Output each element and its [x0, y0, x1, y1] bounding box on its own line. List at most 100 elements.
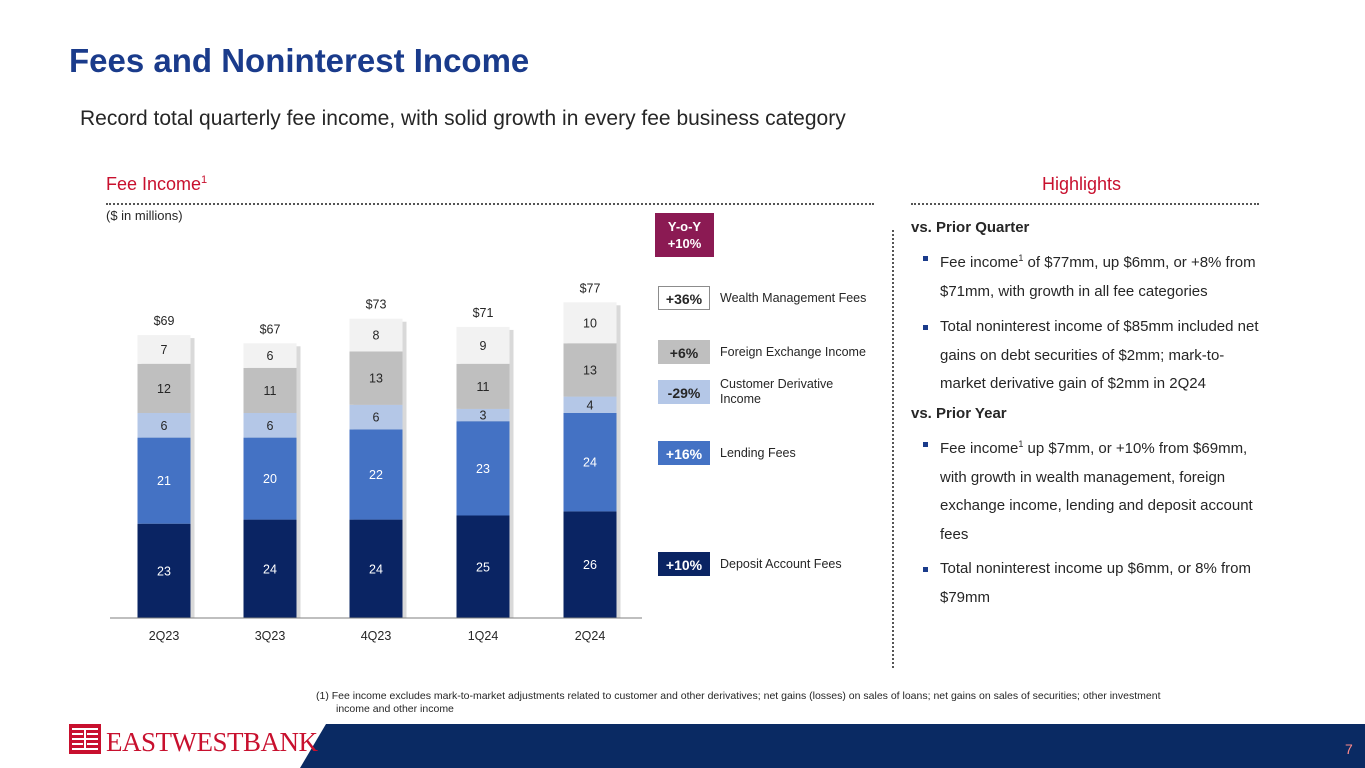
data-label: 7: [161, 343, 168, 357]
fee-income-header-sup: 1: [201, 174, 208, 186]
legend-label: Wealth Management Fees: [720, 291, 867, 305]
bar-segment-deposit-account-fees: [456, 515, 510, 618]
bullet-marker: [923, 256, 928, 261]
bank-logo-icon: [69, 724, 101, 754]
prior-quarter-bullet-2: Total noninterest income of $85mm includ…: [920, 313, 1265, 399]
data-label: 6: [267, 349, 274, 363]
bank-logo-text: EASTWESTBANK: [106, 727, 318, 757]
data-label: 25: [476, 560, 490, 574]
bullet-text: Total noninterest income up $6mm, or 8% …: [940, 560, 1251, 606]
bar-segment-wealth-management-fees: [456, 326, 510, 364]
growth-badge: +36%: [658, 286, 710, 310]
prior-year-heading: vs. Prior Year: [911, 405, 1007, 422]
prior-year-bullet-1: Fee income1 up $7mm, or +10% from $69mm,…: [920, 430, 1265, 549]
prior-quarter-bullet-1: Fee income1 of $77mm, up $6mm, or +8% fr…: [920, 244, 1265, 306]
legend-label: Lending Fees: [720, 446, 796, 460]
data-label: 8: [373, 329, 380, 343]
fee-income-chart: 23 21 6 12 7 $69 2Q23 24 20 6 11 6 $67 3Q23 24 22 6 13 8 $7…: [110, 281, 642, 643]
bar-segment-foreign-exchange-income: [349, 351, 403, 405]
page-number: 7: [1345, 741, 1353, 757]
growth-badge: +10%: [658, 552, 710, 576]
footer-band-notch: [300, 724, 326, 768]
data-label: 24: [369, 562, 383, 576]
x-tick-label: 3Q23: [255, 629, 286, 643]
data-label: 9: [480, 339, 487, 353]
bullet-text: Fee income: [940, 440, 1019, 457]
footnote-line-2: income and other income: [336, 703, 454, 715]
highlights-divider: [911, 203, 1259, 205]
bar-segment-customer-derivative-income: [349, 404, 403, 430]
fee-income-header: Fee Income1: [106, 174, 207, 195]
total-label: $67: [260, 322, 281, 336]
bar-segment-customer-derivative-income: [563, 396, 617, 413]
bar-segment-deposit-account-fees: [349, 519, 403, 618]
legend-label: Foreign Exchange Income: [720, 345, 866, 359]
data-label: 22: [369, 468, 383, 482]
x-tick-label: 2Q24: [575, 629, 606, 643]
bar-segment-wealth-management-fees: [243, 343, 297, 368]
data-label: 6: [373, 411, 380, 425]
growth-badge: +6%: [658, 340, 710, 364]
bar-segment-foreign-exchange-income: [563, 343, 617, 397]
prior-year-bullet-2: Total noninterest income up $6mm, or 8% …: [920, 555, 1265, 612]
growth-badge: -29%: [658, 380, 710, 404]
footnote-line-1: (1) Fee income excludes mark-to-market a…: [316, 690, 1161, 702]
x-tick-label: 4Q23: [361, 629, 392, 643]
bullet-sup: 1: [1018, 439, 1024, 449]
bullet-sup: 1: [1018, 253, 1024, 263]
yoy-box: Y-o-Y +10%: [655, 213, 714, 257]
bar-segment-customer-derivative-income: [137, 413, 191, 438]
bar-segment-customer-derivative-income: [243, 413, 297, 438]
total-label: $73: [366, 298, 387, 312]
bar-segment-foreign-exchange-income: [137, 363, 191, 413]
page-title: Fees and Noninterest Income: [69, 42, 530, 79]
bullet-marker: [923, 442, 928, 447]
data-label: 13: [583, 363, 597, 377]
data-label: 10: [583, 316, 597, 330]
data-label: 3: [480, 409, 487, 423]
data-label: 26: [583, 558, 597, 572]
data-label: 6: [161, 419, 168, 433]
prior-quarter-heading: vs. Prior Quarter: [911, 219, 1030, 236]
bar-segment-deposit-account-fees: [563, 511, 617, 618]
footnote: (1) Fee income excludes mark-to-market a…: [316, 690, 1246, 716]
data-label: 4: [587, 398, 594, 412]
yoy-label: Y-o-Y: [667, 219, 702, 234]
legend-label: Deposit Account Fees: [720, 557, 842, 571]
total-label: $71: [473, 306, 494, 320]
bullet-text-post: of $77mm, up $6mm, or +8% from $71mm, wi…: [940, 254, 1256, 300]
bullet-text-post: up $7mm, or +10% from $69mm, with growth…: [940, 440, 1253, 543]
data-label: 11: [264, 384, 277, 398]
page-subtitle: Record total quarterly fee income, with …: [80, 107, 846, 130]
data-label: 20: [263, 472, 277, 486]
bar-segment-lending-fees: [456, 421, 510, 516]
bullet-marker: [923, 567, 928, 572]
x-tick-label: 2Q23: [149, 629, 180, 643]
data-label: 6: [267, 419, 274, 433]
data-label: 13: [369, 372, 383, 386]
data-label: 23: [157, 564, 171, 578]
bullet-text: Fee income: [940, 254, 1019, 271]
x-tick-label: 1Q24: [468, 629, 499, 643]
bar-segment-wealth-management-fees: [563, 302, 617, 344]
data-label: 11: [477, 380, 490, 394]
footer-band: [326, 724, 1365, 768]
fee-income-divider: [106, 203, 874, 205]
growth-badge: +16%: [658, 441, 710, 465]
bar-segment-wealth-management-fees: [349, 318, 403, 352]
bar-segment-deposit-account-fees: [137, 523, 191, 618]
legend-label: Customer Derivative Income: [720, 377, 834, 406]
units-note: ($ in millions): [106, 208, 183, 223]
data-label: 24: [263, 562, 277, 576]
bar-segment-customer-derivative-income: [456, 408, 510, 422]
fee-income-header-label: Fee Income: [106, 174, 202, 194]
bar-segment-foreign-exchange-income: [456, 363, 510, 409]
data-label: 24: [583, 456, 597, 470]
bullet-marker: [923, 325, 928, 330]
bar-segment-deposit-account-fees: [243, 519, 297, 618]
highlights-header: Highlights: [1042, 174, 1122, 194]
bar-segment-lending-fees: [243, 437, 297, 520]
yoy-value: +10%: [667, 236, 702, 251]
data-label: 12: [157, 382, 171, 396]
bar-segment-wealth-management-fees: [137, 335, 191, 364]
